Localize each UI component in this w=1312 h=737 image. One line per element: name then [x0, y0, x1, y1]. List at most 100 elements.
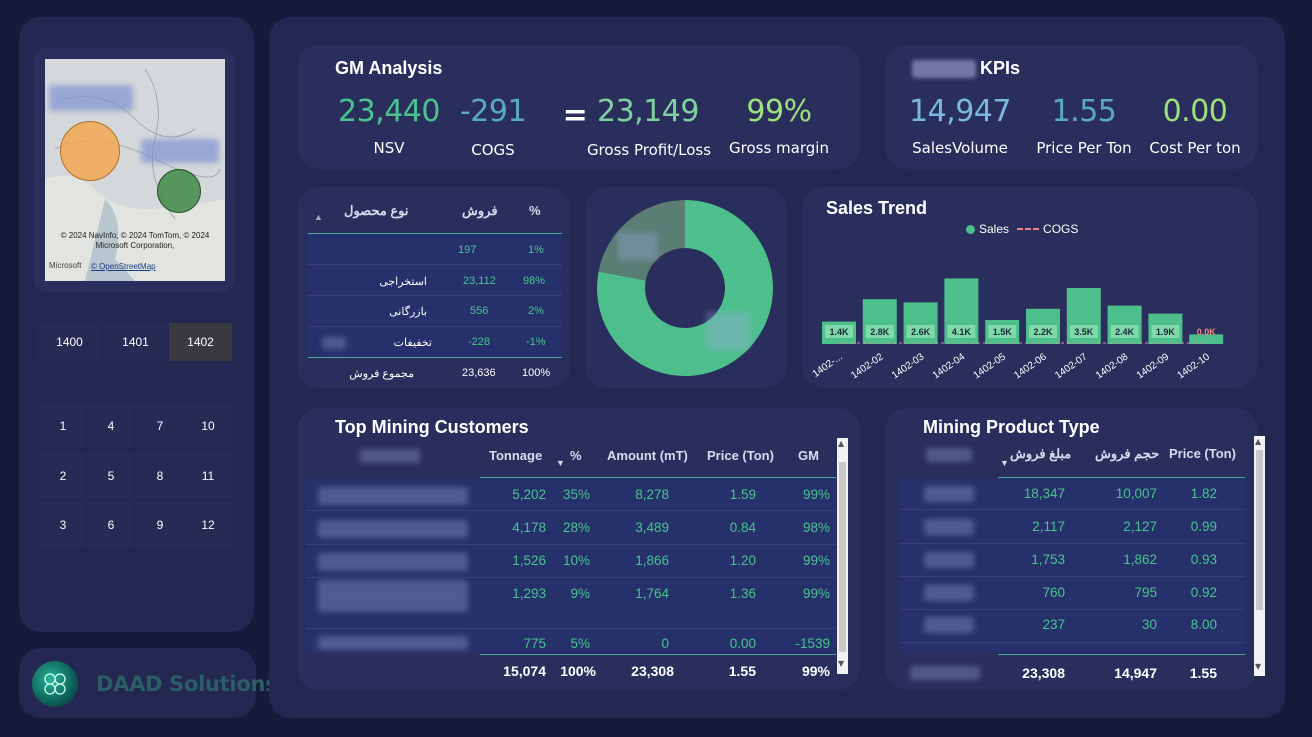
- customer-tonnage-cell[interactable]: 4,178: [512, 520, 546, 535]
- price-column-header[interactable]: Price (Ton): [707, 448, 774, 463]
- month-button[interactable]: 2: [40, 453, 86, 498]
- sales-column-header[interactable]: فروش: [462, 203, 498, 218]
- customer-tonnage-cell[interactable]: 1,526: [512, 553, 546, 568]
- product-name-blurred: [924, 519, 974, 535]
- customer-tonnage-cell[interactable]: 775: [523, 636, 546, 651]
- customer-tonnage-cell[interactable]: 5,202: [512, 487, 546, 502]
- month-button[interactable]: 8: [137, 453, 183, 498]
- customer-gm-cell[interactable]: 99%: [802, 586, 830, 601]
- sort-descending-icon[interactable]: ▼: [1000, 458, 1009, 468]
- customer-gm-cell[interactable]: 99%: [802, 487, 830, 502]
- sales-bar[interactable]: [1189, 334, 1224, 344]
- map-canvas[interactable]: © 2024 NavInfo, © 2024 TomTom, © 2024 Mi…: [45, 59, 225, 281]
- scrollbar-thumb[interactable]: [1256, 450, 1263, 610]
- pct-value: -1%: [526, 336, 546, 348]
- month-button[interactable]: 11: [185, 453, 231, 498]
- scroll-up-arrow-icon[interactable]: ▲: [838, 439, 845, 448]
- amount-column-header[interactable]: Amount (mT): [607, 448, 688, 463]
- customer-amount-cell[interactable]: 0: [661, 636, 669, 651]
- year-button-1401[interactable]: 1401: [104, 323, 167, 361]
- customer-gm-cell[interactable]: -1539: [795, 636, 830, 651]
- product-type-price-cell[interactable]: 0.93: [1190, 552, 1217, 567]
- product-name: استخراجی: [379, 276, 427, 288]
- product-type-price-cell[interactable]: 0.92: [1190, 585, 1217, 600]
- customer-amount-cell[interactable]: 8,278: [635, 487, 669, 502]
- year-button-1402[interactable]: 1402: [169, 323, 232, 361]
- month-button[interactable]: 1: [40, 403, 86, 448]
- sales-bar[interactable]: [1107, 305, 1142, 344]
- month-button[interactable]: 7: [137, 403, 183, 448]
- gm-analysis-card: [297, 45, 860, 169]
- scroll-down-arrow-icon[interactable]: ▼: [1255, 662, 1262, 671]
- total-pct: 100%: [560, 663, 596, 679]
- sort-descending-icon[interactable]: ▼: [556, 458, 565, 468]
- osm-link[interactable]: © OpenStreetMap: [91, 262, 156, 271]
- donut-chart[interactable]: [597, 200, 773, 376]
- month-button[interactable]: 5: [88, 453, 134, 498]
- pct-column-header[interactable]: %: [529, 203, 541, 218]
- month-button[interactable]: 10: [185, 403, 231, 448]
- product-type-volume-cell[interactable]: 10,007: [1115, 486, 1157, 501]
- customer-pct-cell[interactable]: 9%: [570, 586, 590, 601]
- month-button[interactable]: 12: [185, 502, 231, 547]
- volume-column-header[interactable]: حجم فروش: [1095, 446, 1160, 461]
- total-tonnage: 15,074: [503, 663, 546, 679]
- month-button[interactable]: 9: [137, 502, 183, 547]
- price-column-header[interactable]: Price (Ton): [1169, 446, 1236, 461]
- pct-column-header[interactable]: %: [570, 448, 582, 463]
- sales-value: 556: [470, 305, 489, 317]
- scroll-down-arrow-icon[interactable]: ▼: [838, 659, 845, 668]
- customer-price-cell[interactable]: 1.36: [729, 586, 756, 601]
- customer-gm-cell[interactable]: 99%: [802, 553, 830, 568]
- product-type-volume-cell[interactable]: 2,127: [1123, 519, 1157, 534]
- divider: [480, 654, 836, 655]
- product-type-amount-cell[interactable]: 2,117: [1032, 519, 1065, 534]
- product-type-price-cell[interactable]: 8.00: [1190, 617, 1217, 632]
- scroll-up-arrow-icon[interactable]: ▲: [1255, 437, 1262, 446]
- month-button[interactable]: 6: [88, 502, 134, 547]
- customer-amount-cell[interactable]: 3,489: [635, 520, 669, 535]
- product-name: تخفیفات: [393, 337, 432, 349]
- total-volume: 14,947: [1114, 665, 1157, 681]
- product-type-amount-cell[interactable]: 760: [1042, 585, 1065, 600]
- map-bubble-orange[interactable]: [60, 121, 120, 181]
- amount-column-header[interactable]: مبلغ فروش: [1010, 446, 1072, 461]
- customer-tonnage-cell[interactable]: 1,293: [512, 586, 546, 601]
- x-tick-label: 1402-10: [1176, 351, 1213, 381]
- customer-amount-cell[interactable]: 1,764: [635, 586, 669, 601]
- customer-pct-cell[interactable]: 5%: [570, 636, 590, 651]
- donut-slice[interactable]: [597, 200, 773, 376]
- map-bubble-green[interactable]: [157, 169, 201, 213]
- product-type-volume-cell[interactable]: 30: [1141, 617, 1157, 632]
- sort-ascending-icon[interactable]: ▲: [314, 212, 323, 222]
- tonnage-column-header[interactable]: Tonnage: [489, 448, 543, 463]
- customer-pct-cell[interactable]: 28%: [562, 520, 590, 535]
- donut-slice[interactable]: [598, 200, 685, 281]
- gm-column-header[interactable]: GM: [798, 448, 819, 463]
- customer-amount-cell[interactable]: 1,866: [635, 553, 669, 568]
- sales-trend-chart[interactable]: 1.4K 1402-... 2.8K 1402-02 2.6K 1402-03 4.1K 14…: [812, 240, 1248, 384]
- month-button[interactable]: 4: [88, 403, 134, 448]
- customer-pct-cell[interactable]: 35%: [562, 487, 590, 502]
- product-type-price-cell[interactable]: 0.99: [1190, 519, 1217, 534]
- year-button-1400[interactable]: 1400: [38, 323, 101, 361]
- customer-price-cell[interactable]: 1.59: [729, 487, 756, 502]
- product-type-volume-cell[interactable]: 1,862: [1123, 552, 1157, 567]
- customer-price-cell[interactable]: 0.00: [729, 636, 756, 651]
- customer-price-cell[interactable]: 0.84: [729, 520, 756, 535]
- product-type-price-cell[interactable]: 1.82: [1190, 486, 1217, 501]
- month-button[interactable]: 3: [40, 502, 86, 547]
- price-per-ton-value: 1.55: [1051, 94, 1117, 129]
- customer-pct-cell[interactable]: 10%: [562, 553, 590, 568]
- scrollbar-thumb[interactable]: [839, 462, 846, 652]
- product-column-header[interactable]: نوع محصول: [344, 203, 409, 218]
- customer-gm-cell[interactable]: 98%: [802, 520, 830, 535]
- customer-price-cell[interactable]: 1.20: [729, 553, 756, 568]
- data-label-background: [1110, 325, 1139, 338]
- product-type-amount-cell[interactable]: 237: [1042, 617, 1065, 632]
- product-type-amount-cell[interactable]: 1,753: [1031, 552, 1065, 567]
- sales-trend-title: Sales Trend: [826, 198, 928, 218]
- product-type-amount-cell[interactable]: 18,347: [1023, 486, 1065, 501]
- product-name-blurred: [924, 617, 974, 633]
- product-type-volume-cell[interactable]: 795: [1134, 585, 1157, 600]
